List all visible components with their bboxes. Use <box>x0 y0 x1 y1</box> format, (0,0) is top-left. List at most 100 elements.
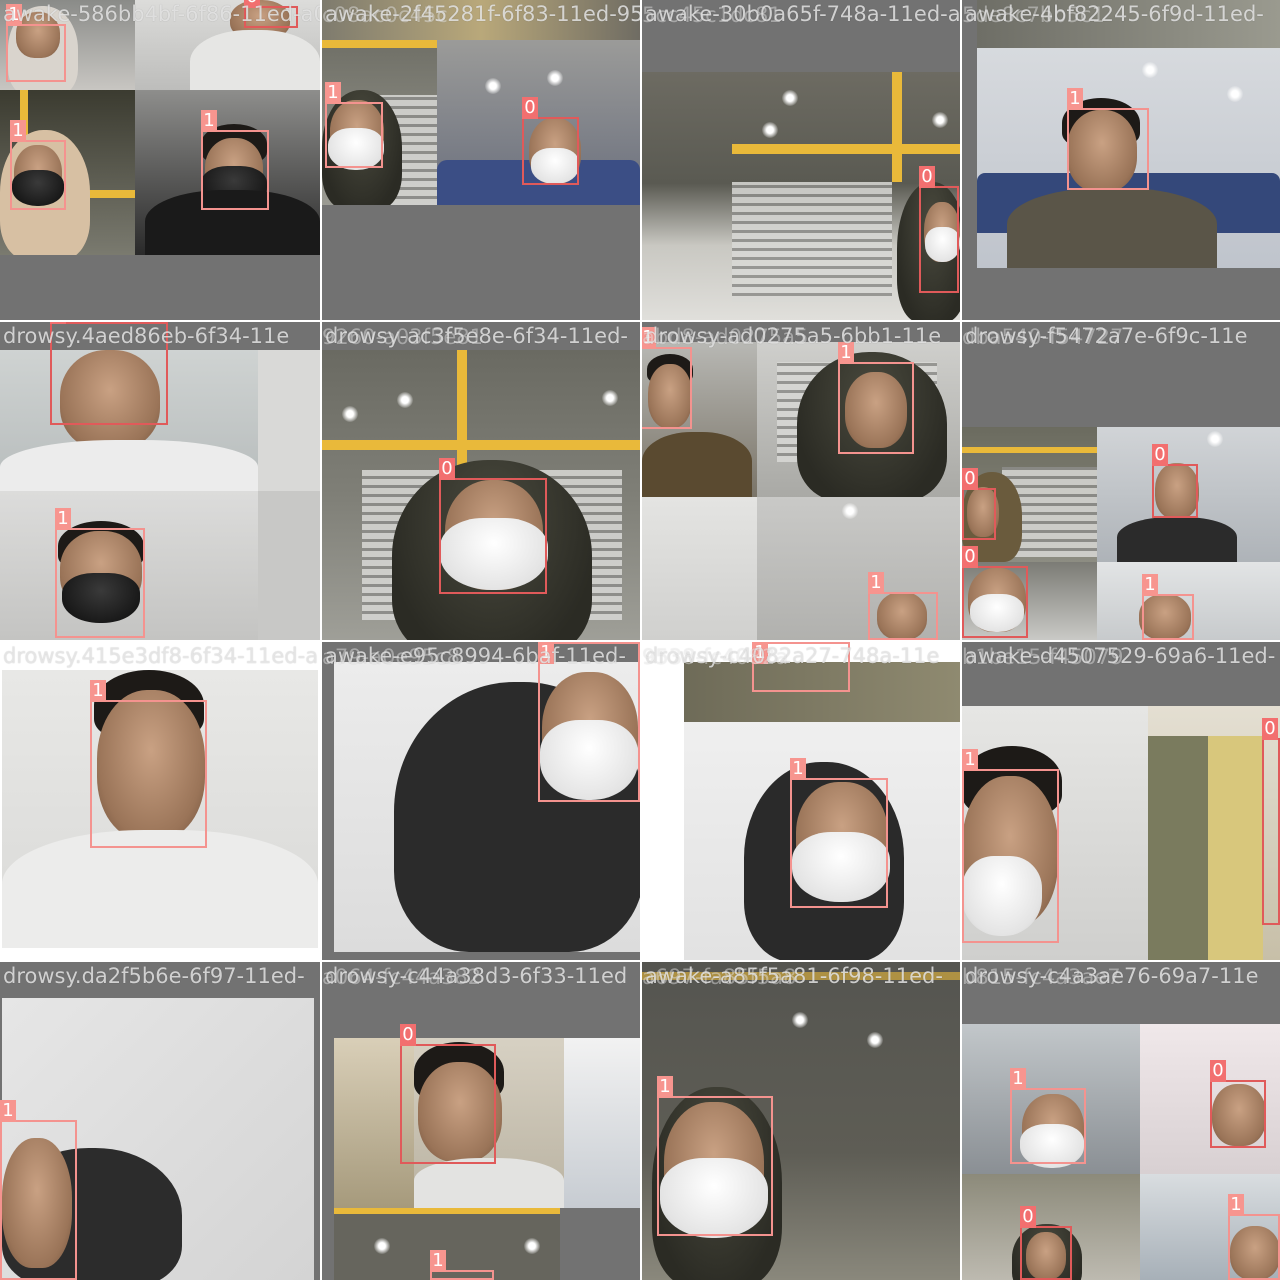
photo-girl-hijab <box>757 342 960 497</box>
bbox-class-0: 0 <box>439 458 547 594</box>
image-filename: awake-a85f5a81-6f98-11ed- <box>645 964 943 988</box>
bbox-class-1: 1 <box>430 1250 494 1280</box>
tile-2: 1 0 awake-2f45281f-6f83-11ed-9559-a3 c08… <box>322 0 640 320</box>
face <box>1026 1232 1066 1280</box>
bbox-class-1: 1 <box>55 508 145 638</box>
bbox-class-1: 1 <box>868 572 938 640</box>
ceiling-light <box>1227 86 1243 102</box>
white-mask <box>440 518 548 590</box>
tile-4: 1 awake-4bf82245-6f9d-11ed- 5de8c7bb5c1 <box>962 0 1280 320</box>
shelf <box>962 447 1097 453</box>
image-filename: awake-e95c8994-6baf-11ed- <box>325 644 626 668</box>
image-filename-overlap: a79-a0e95c8 <box>322 645 460 669</box>
ceiling-light <box>792 1012 808 1028</box>
class-label: 0 <box>1210 1060 1226 1082</box>
bbox-class-1: 1 <box>538 642 640 802</box>
photo-boy-office <box>1097 562 1280 640</box>
image-filename-overlap: 9260-a03f5e81 <box>322 325 484 349</box>
tile-11: 1 1 drowsy-c4082a27-748a-11e 9538-fc4082… <box>642 642 960 960</box>
curtain <box>1148 736 1208 960</box>
image-filename: drowsy-c44a38d3-6f33-11ed <box>325 964 628 988</box>
photo-boy-jacket <box>977 48 1280 268</box>
bbox-class-0: 0 <box>919 166 959 293</box>
ceiling-light <box>782 90 798 106</box>
face <box>1155 463 1199 519</box>
class-label: 1 <box>325 82 341 104</box>
tile-16: 1 0 0 1 drowsy-c4a3ae76-69a7-11e b815-fc… <box>962 962 1280 1280</box>
bbox-class-1: 1 <box>90 680 207 848</box>
decorative-blocks <box>732 182 892 302</box>
ceiling-light <box>485 78 501 94</box>
bbox-class-1: 1 <box>201 110 269 210</box>
image-filename-overlap: 5de8c7bb5c1 <box>962 3 1105 27</box>
jacket <box>1117 517 1237 562</box>
shelf <box>732 144 960 154</box>
class-label: 1 <box>1142 574 1158 596</box>
bbox-class-1: 1 <box>962 749 1059 943</box>
ceiling-light <box>762 122 778 138</box>
face <box>845 372 907 448</box>
photo-boy-black-mask <box>135 90 320 255</box>
class-label: 1 <box>90 680 106 702</box>
photo-strip <box>322 0 640 40</box>
photo-boy-mask <box>962 1024 1140 1174</box>
image-filename-overlap: b1be15-f45079 <box>962 645 1124 669</box>
class-label: 1 <box>1067 88 1083 110</box>
tile-1: 1 0 1 1 awake-586bb4bf-6f86-11ed-a0 <box>0 0 320 320</box>
black-mask <box>12 170 64 206</box>
class-label: 0 <box>1152 444 1168 466</box>
class-label: 0 <box>1020 1206 1036 1228</box>
tile-7: 1 1 1 drowsy-ad0275a5-6bb1-11e abd8-ad02… <box>642 322 960 640</box>
bbox-class-0: 0 <box>962 468 996 540</box>
class-label: 0 <box>400 1024 416 1046</box>
class-label: 0 <box>962 546 978 568</box>
shirt <box>2 830 318 948</box>
class-label: 1 <box>642 327 656 349</box>
photo-boy-yawning <box>642 342 757 497</box>
photo-boy-bottom <box>1140 1174 1280 1280</box>
photo-boy-glasses-mask <box>437 40 640 205</box>
bbox-class-1: 1 <box>0 1100 77 1280</box>
photo-girl-dark-hijab <box>334 662 640 952</box>
face <box>648 364 692 428</box>
image-filename: awake-d4507529-69a6-11ed- <box>965 644 1276 668</box>
ceiling-light <box>342 406 358 422</box>
bbox-class-0: 0 <box>50 322 168 425</box>
ceiling-light <box>1142 62 1158 78</box>
image-filename: awake-2f45281f-6f83-11ed-9559-a3 <box>325 2 640 26</box>
class-label: 1 <box>6 4 22 26</box>
class-label: 0 <box>244 0 260 8</box>
ceiling-light <box>932 112 948 128</box>
photo-girl-mask <box>642 962 960 1280</box>
white-mask <box>660 1158 768 1238</box>
image-filename-overlap: dba540-f54727 <box>962 325 1124 349</box>
image-filename-overlap: a697-fa85f5a8 <box>642 965 797 989</box>
photo-wall <box>258 491 320 640</box>
class-label: 1 <box>430 1250 446 1272</box>
tile-8: 0 0 0 1 drowsy-f5472a7e-6f9c-11e dba540-… <box>962 322 1280 640</box>
bbox-class-0: 0 <box>1020 1206 1072 1280</box>
jacket <box>145 190 320 255</box>
shelf <box>334 1208 560 1214</box>
jacket <box>1007 188 1217 268</box>
bbox-class-0: 0 <box>400 1024 496 1164</box>
class-label: 1 <box>1010 1068 1026 1090</box>
photo-boy-tshirt <box>0 350 258 491</box>
photo-strip <box>684 662 960 722</box>
tile-9: 1 drowsy.415e3df8-6f34-11ed-a <box>0 642 320 960</box>
white-mask <box>792 832 890 902</box>
shelf <box>892 72 902 182</box>
photo-boy-glasses <box>2 670 318 948</box>
image-filename: awake-30b0a65f-748a-11ed-a <box>645 2 960 26</box>
class-label: 1 <box>201 110 217 132</box>
tile-13: 1 drowsy.da2f5b6e-6f97-11ed- <box>0 962 320 1280</box>
bbox-class-1: 1 <box>6 4 66 82</box>
ceiling-light <box>867 1032 883 1048</box>
bbox-class-1: 1 <box>325 82 383 168</box>
bbox-class-0: 0 <box>522 97 579 185</box>
shelf <box>457 350 467 480</box>
image-filename: drowsy-f5472a7e-6f9c-11e <box>965 324 1248 348</box>
class-label: 1 <box>0 1100 16 1122</box>
image-filename-overlap: b815-fc4a3ae7 <box>962 965 1121 989</box>
ceiling-light <box>547 70 563 86</box>
